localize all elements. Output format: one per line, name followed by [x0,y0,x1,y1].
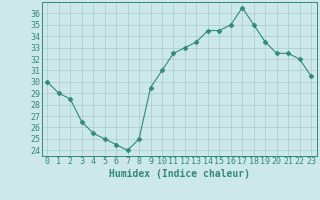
X-axis label: Humidex (Indice chaleur): Humidex (Indice chaleur) [109,169,250,179]
